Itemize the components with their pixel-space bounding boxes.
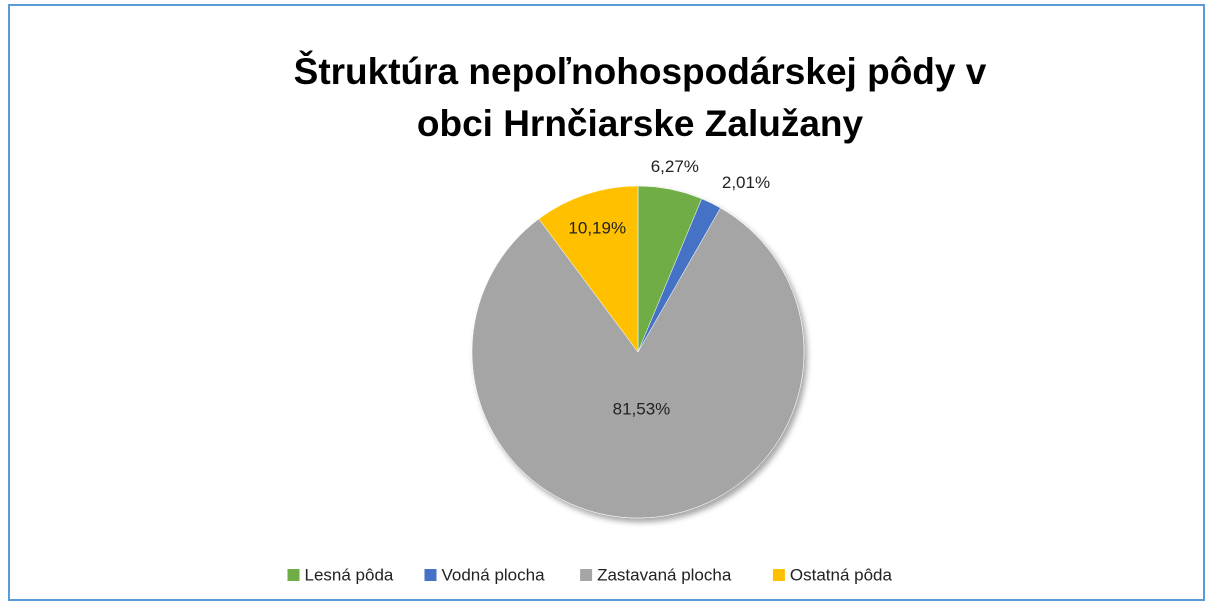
legend-label: Zastavaná plocha [597, 565, 732, 584]
legend-swatch [424, 569, 437, 581]
legend-label: Ostatná pôda [790, 565, 893, 584]
chart-frame [8, 4, 1205, 601]
data-label: 6,27% [651, 157, 699, 176]
legend-swatch [772, 569, 785, 581]
legend-label: Vodná plocha [442, 565, 546, 584]
data-label: 2,01% [722, 173, 770, 192]
data-label: 81,53% [613, 399, 671, 418]
legend-label: Lesná pôda [305, 565, 394, 584]
chart-title: Štruktúra nepoľnohospodárskej pôdy v obc… [293, 51, 987, 144]
data-label: 10,19% [568, 219, 626, 238]
pie-slice [538, 185, 639, 353]
pie [471, 185, 805, 519]
legend-swatch [580, 569, 593, 581]
legend-swatch [287, 569, 300, 581]
pie-slice [471, 207, 805, 519]
